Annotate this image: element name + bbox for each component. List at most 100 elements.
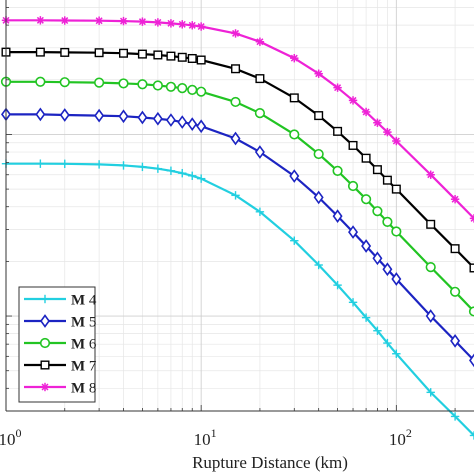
- data-point: [153, 18, 163, 27]
- data-point: [372, 206, 383, 217]
- data-point: [255, 207, 265, 217]
- data-point: [289, 93, 299, 103]
- data-point: [313, 148, 324, 160]
- data-point: [94, 108, 105, 123]
- data-point: [361, 194, 372, 205]
- data-point: [60, 159, 69, 169]
- data-point: [187, 53, 197, 63]
- x-axis-label: Rupture Distance (km): [192, 453, 348, 472]
- data-point: [94, 16, 104, 25]
- legend-label: M 7: [71, 359, 97, 375]
- legend-marker: [40, 294, 50, 304]
- data-point: [137, 110, 148, 125]
- data-point: [177, 82, 188, 94]
- data-point: [450, 334, 461, 348]
- data-point: [178, 20, 187, 29]
- data-point: [166, 19, 176, 28]
- data-point: [391, 272, 402, 286]
- data-point: [119, 16, 128, 26]
- data-point: [348, 96, 358, 105]
- data-point: [166, 166, 176, 175]
- data-point: [60, 47, 70, 57]
- data-point: [449, 286, 461, 297]
- data-point: [118, 109, 129, 124]
- data-point: [450, 412, 460, 421]
- legend-marker: [39, 337, 51, 349]
- legend-marker: [40, 314, 50, 328]
- data-point: [36, 16, 45, 25]
- data-point: [255, 74, 265, 84]
- x-tick-labels: 100 101 102: [0, 426, 412, 449]
- data-point: [314, 260, 323, 270]
- data-point: [450, 194, 460, 204]
- data-point: [94, 48, 104, 58]
- data-point: [35, 76, 46, 87]
- data-point: [94, 160, 104, 169]
- data-point: [361, 153, 371, 163]
- legend: M 4 M 5 M 6 M 7 M 8: [18, 286, 97, 403]
- data-point: [36, 159, 45, 168]
- data-point: [426, 388, 435, 397]
- data-point: [383, 127, 392, 137]
- data-point: [152, 111, 163, 126]
- data-point: [254, 108, 266, 119]
- data-point: [426, 170, 435, 179]
- data-point: [60, 16, 69, 25]
- data-point: [165, 113, 176, 127]
- data-point: [230, 96, 241, 108]
- data-point: [382, 262, 393, 277]
- data-point: [333, 83, 342, 92]
- data-point: [177, 115, 188, 129]
- data-point: [314, 69, 323, 78]
- data-point: [137, 79, 148, 90]
- legend-label: M 8: [71, 381, 96, 397]
- x-tick-label: 102: [389, 426, 412, 449]
- data-point: [255, 37, 265, 46]
- data-point: [348, 225, 359, 239]
- data-point: [290, 53, 299, 63]
- data-point: [119, 48, 129, 58]
- data-point: [348, 140, 358, 150]
- data-point: [231, 64, 241, 74]
- data-point: [469, 263, 474, 273]
- data-point: [188, 21, 197, 30]
- data-point: [196, 86, 207, 97]
- data-point: [391, 184, 401, 194]
- data-point: [152, 80, 163, 91]
- series-2: [1, 107, 474, 368]
- data-point: [469, 214, 474, 223]
- data-point: [383, 338, 392, 348]
- data-point: [138, 162, 147, 172]
- data-point: [426, 219, 436, 229]
- data-point: [231, 29, 240, 38]
- data-point: [119, 161, 128, 170]
- data-point: [348, 298, 358, 307]
- series-layer: [0, 16, 474, 440]
- data-point: [372, 165, 382, 175]
- data-point: [187, 117, 198, 131]
- legend-label: M 6: [71, 337, 97, 353]
- legend-label: M 5: [71, 315, 96, 331]
- data-point: [59, 108, 70, 122]
- data-point: [361, 107, 371, 117]
- data-point: [290, 236, 299, 245]
- data-point: [450, 244, 460, 254]
- legend-label: M 4: [71, 293, 97, 309]
- data-point: [153, 164, 163, 173]
- data-point: [153, 50, 163, 60]
- data-point: [313, 190, 324, 205]
- data-point: [177, 52, 187, 62]
- legend-marker: [40, 360, 50, 370]
- data-point: [333, 280, 342, 290]
- data-point: [332, 165, 343, 176]
- data-point: [468, 306, 474, 317]
- data-point: [230, 131, 241, 146]
- data-point: [196, 119, 207, 134]
- data-point: [373, 326, 382, 335]
- data-point: [196, 55, 206, 65]
- data-point: [118, 78, 129, 89]
- data-point: [178, 168, 187, 178]
- data-point: [289, 169, 300, 183]
- data-point: [372, 251, 383, 266]
- data-point: [347, 180, 359, 192]
